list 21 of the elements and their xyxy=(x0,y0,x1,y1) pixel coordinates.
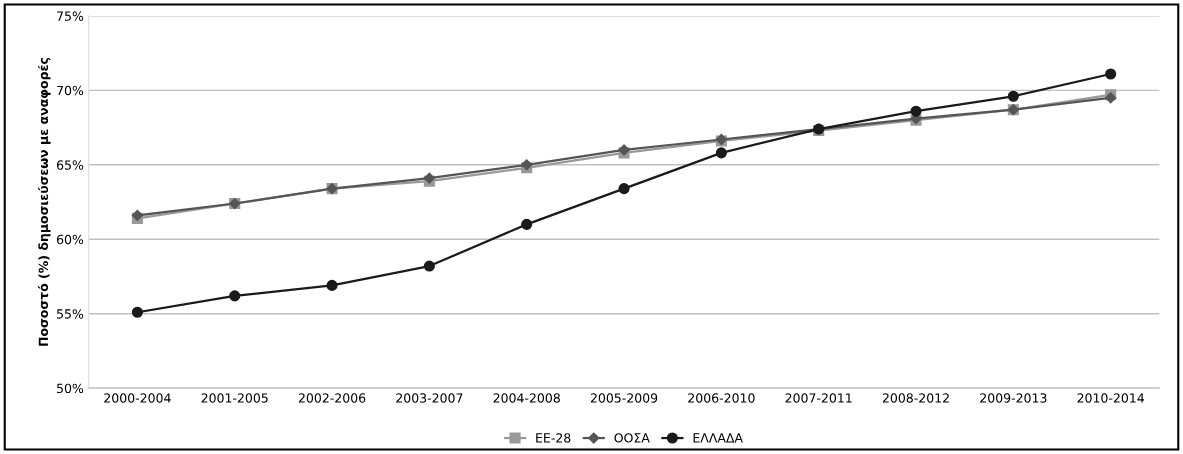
y-tick-label: 55% xyxy=(57,309,84,319)
x-tick-label: 2001-2005 xyxy=(201,393,268,403)
x-tick-label: 2005-2009 xyxy=(590,393,658,403)
legend-label: ΕΕ-28 xyxy=(536,433,571,443)
legend-label: ΟΟΣΑ xyxy=(614,433,650,443)
x-tick-label: 2006-2010 xyxy=(688,393,755,403)
y-axis-title: Ποσοστό (%) δημοσιεύσεων με αναφορές xyxy=(37,57,51,346)
x-tick-label: 2004-2008 xyxy=(493,393,560,403)
y-tick-label: 75% xyxy=(57,11,84,21)
x-tick-label: 2000-2004 xyxy=(104,393,171,403)
y-tick-label: 65% xyxy=(56,160,84,170)
y-tick-label: 50% xyxy=(57,383,84,394)
x-tick-label: 2002-2006 xyxy=(298,393,366,403)
x-tick-label: 2009-2013 xyxy=(980,393,1047,403)
x-tick-label: 2007-2011 xyxy=(785,393,852,403)
x-tick-label: 2003-2007 xyxy=(396,393,463,403)
x-tick-label: 2008-2012 xyxy=(882,393,949,403)
y-tick-label: 60% xyxy=(56,234,84,245)
y-tick-label: 70% xyxy=(57,85,84,96)
x-tick-label: 2010-2014 xyxy=(1077,393,1145,403)
legend-label: ΕΛΛΑΔΑ xyxy=(693,433,743,443)
